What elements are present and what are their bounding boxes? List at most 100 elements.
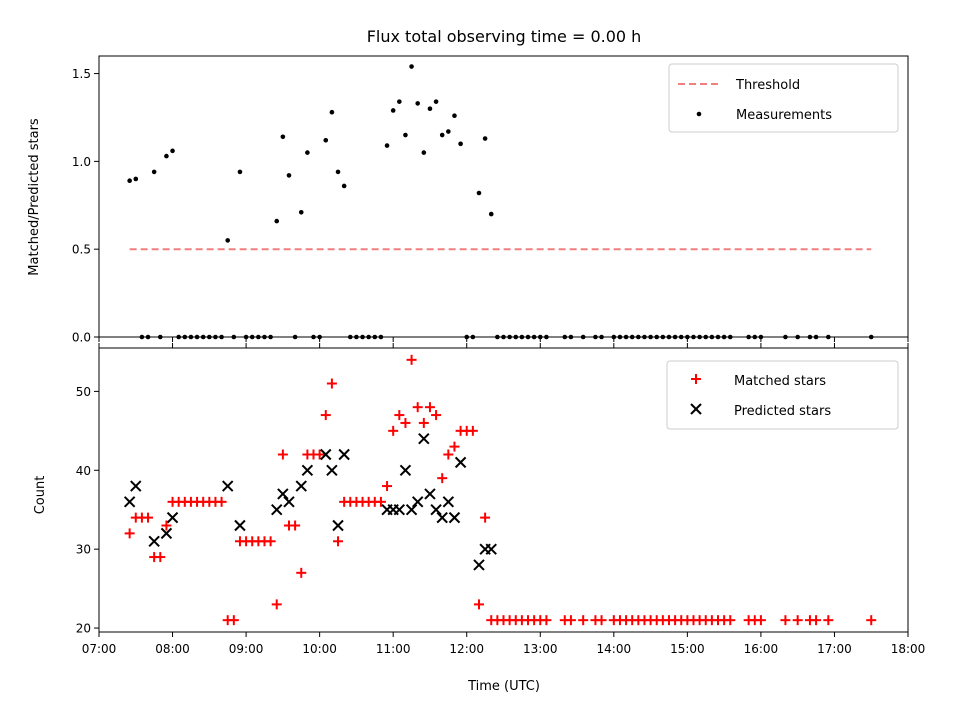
matched-star-point <box>161 520 172 531</box>
matched-star-point <box>780 615 791 626</box>
measurement-point <box>341 183 347 189</box>
measurement-point <box>537 334 543 340</box>
measurement-point <box>446 129 451 134</box>
matched-star-point <box>271 599 282 610</box>
measurement-point <box>623 334 629 340</box>
measurement-point <box>826 334 831 340</box>
measurement-point <box>703 334 709 340</box>
matched-star-point <box>596 615 607 626</box>
measurement-point <box>629 334 635 340</box>
predicted-star-point <box>436 511 448 524</box>
predicted-star-point <box>221 480 234 492</box>
predicted-star-point <box>234 519 246 532</box>
measurement-point <box>795 334 800 340</box>
measurement-point <box>495 334 500 340</box>
measurement-point <box>200 334 206 340</box>
matched-star-point <box>277 449 288 460</box>
y-tick-label: 0.5 <box>72 243 91 257</box>
matched-star-point <box>823 615 834 626</box>
matched-star-point <box>467 425 478 436</box>
measurement-point <box>678 334 684 340</box>
matched-legend-label: Matched stars <box>734 374 826 389</box>
predicted-star-point <box>332 519 344 532</box>
measurement-point <box>482 136 488 141</box>
measurement-point <box>280 134 286 140</box>
matched-star-point <box>449 441 460 452</box>
measurement-point <box>366 334 371 340</box>
matched-star-point <box>333 536 344 547</box>
measurement-point <box>421 150 427 155</box>
measurement-point <box>813 334 819 340</box>
count-legend: Matched stars Predicted stars <box>666 360 899 430</box>
measurement-point <box>274 218 280 224</box>
predicted-star-point <box>338 448 350 461</box>
predicted-star-point <box>454 456 467 469</box>
measurement-point <box>636 334 641 340</box>
measurement-point <box>305 150 310 155</box>
chart-title: Flux total observing time = 0.00 h <box>367 27 642 46</box>
matched-star-point <box>418 417 429 428</box>
measurement-point <box>403 132 408 138</box>
measurement-point <box>648 334 653 340</box>
predicted-star-point <box>485 543 497 555</box>
measurement-point <box>544 334 549 340</box>
measurement-point <box>488 211 494 217</box>
matched-legend-swatch <box>691 374 701 384</box>
measurement-point <box>133 176 139 182</box>
matched-star-point <box>320 410 331 421</box>
measurement-point <box>519 334 525 340</box>
count-x-axis-label: Time (UTC) <box>467 679 540 694</box>
matched-star-point <box>541 615 552 626</box>
x-tick-label: 07:00 <box>82 642 117 656</box>
y-tick-label: 0.0 <box>72 331 91 345</box>
measurement-point <box>697 334 702 340</box>
matched-star-point <box>326 378 337 389</box>
predicted-star-point <box>148 535 160 547</box>
y-tick-label: 1.0 <box>72 155 91 169</box>
measurement-point <box>452 113 457 119</box>
measurements-legend-swatch <box>696 111 702 117</box>
measurement-point <box>660 334 666 340</box>
measurement-point <box>691 334 696 340</box>
measurement-point <box>433 99 439 104</box>
count-plot-frame <box>98 347 909 633</box>
measurement-point <box>378 334 384 340</box>
measurement-point <box>617 334 623 340</box>
predicted-star-point <box>295 480 307 492</box>
measurement-point <box>580 334 586 340</box>
measurement-point <box>268 334 273 340</box>
measurement-point <box>709 334 715 340</box>
matched-star-point <box>296 567 307 578</box>
measurement-point <box>531 334 537 340</box>
measurement-point <box>721 334 727 340</box>
measurement-point <box>231 334 237 340</box>
measurement-point <box>354 334 359 340</box>
measurement-point <box>176 334 181 340</box>
predicted-star-point <box>430 504 442 516</box>
predicted-star-point <box>271 504 283 516</box>
matched-star-point <box>155 552 166 563</box>
matched-star-point <box>443 449 454 460</box>
ratio-plot-area: 0.0 0.5 1.0 1.5 <box>72 55 909 345</box>
measurement-point <box>476 190 482 196</box>
predicted-star-point <box>301 464 314 476</box>
x-tick-label: 15:00 <box>670 642 705 656</box>
predicted-star-point <box>393 504 406 516</box>
matched-star-point <box>473 599 484 610</box>
predicted-star-point <box>277 488 289 500</box>
measurement-point <box>427 106 433 111</box>
predicted-star-point <box>283 496 295 508</box>
y-tick-label: 40 <box>76 464 91 478</box>
predicted-legend-swatch <box>690 403 702 415</box>
measurement-point <box>311 334 316 340</box>
measurement-point <box>525 334 531 340</box>
predicted-star-point <box>160 527 173 540</box>
x-tick-label: 14:00 <box>597 642 632 656</box>
measurement-point <box>384 143 390 148</box>
matched-star-point <box>394 410 405 421</box>
measurement-point <box>672 334 678 340</box>
measurement-point <box>225 238 231 243</box>
measurements-legend-label: Measurements <box>736 108 832 123</box>
x-tick-label: 11:00 <box>376 642 411 656</box>
matched-star-point <box>388 425 399 436</box>
